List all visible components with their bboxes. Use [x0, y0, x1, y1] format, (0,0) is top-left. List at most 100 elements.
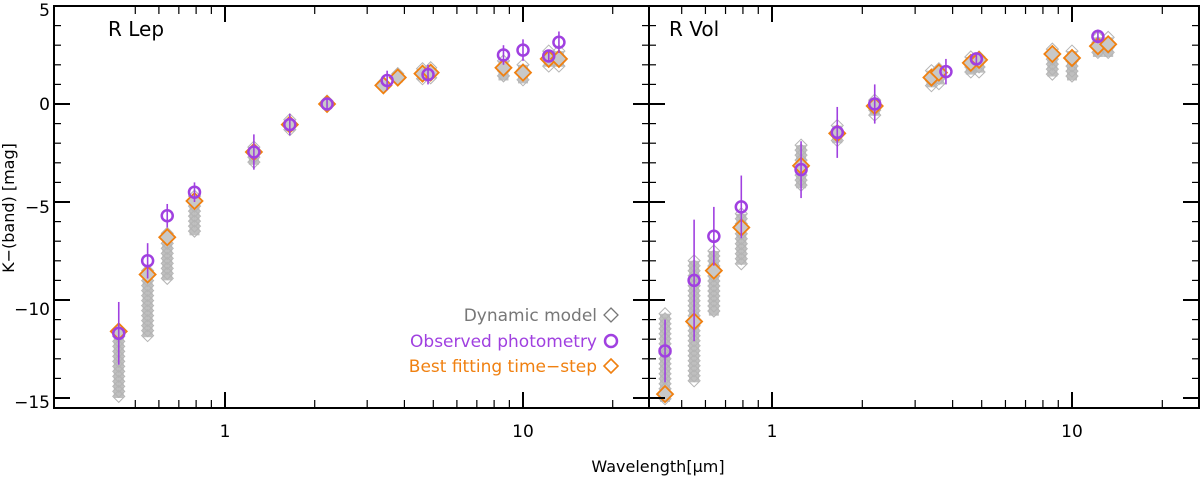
model-marker	[140, 308, 155, 323]
model-marker	[187, 204, 202, 218]
legend-marker-dynamic-model	[603, 307, 619, 323]
observed-marker	[496, 48, 511, 62]
model-marker	[187, 219, 202, 233]
model-marker	[160, 266, 174, 281]
y-axis-title: K−(band) [mag]	[0, 143, 18, 273]
model-marker	[707, 289, 721, 303]
observed-marker	[187, 185, 202, 199]
panel-title-r-lep: R Lep	[108, 17, 164, 41]
model-marker	[734, 232, 748, 246]
model-marker	[1065, 59, 1079, 73]
model-marker	[707, 294, 721, 308]
best-fit-marker	[513, 63, 533, 82]
model-series-r-vol	[658, 30, 1115, 406]
observed-marker	[516, 43, 530, 57]
model-marker	[658, 372, 672, 386]
model-marker	[734, 257, 748, 271]
best-fit-marker	[929, 63, 949, 82]
model-marker	[687, 349, 701, 363]
model-marker	[112, 364, 126, 379]
model-marker	[160, 251, 174, 266]
model-marker	[112, 384, 126, 399]
model-marker	[707, 279, 721, 293]
model-marker	[140, 288, 155, 303]
model-marker	[160, 261, 174, 276]
best-fit-marker	[704, 261, 724, 280]
observed-marker	[1091, 29, 1105, 44]
observed-marker	[939, 64, 953, 79]
axes	[53, 5, 1200, 409]
model-marker	[140, 298, 155, 313]
observed-marker	[707, 229, 721, 244]
model-marker	[1065, 69, 1079, 83]
best-fit-marker	[494, 58, 513, 78]
observed-marker	[421, 67, 435, 82]
model-marker	[187, 214, 202, 228]
observed-series-r-lep	[111, 31, 566, 365]
model-marker	[734, 252, 748, 266]
observed-marker	[140, 254, 155, 268]
panel-title-r-vol: R Vol	[669, 17, 719, 41]
best-fit-series-r-vol	[655, 34, 1118, 404]
model-marker	[140, 313, 155, 328]
model-marker	[112, 354, 126, 369]
model-marker	[707, 304, 721, 318]
model-marker	[140, 283, 155, 298]
model-marker	[140, 278, 155, 293]
model-marker	[734, 247, 748, 261]
y-tick-label-minus10: −10	[14, 300, 50, 320]
model-marker	[734, 237, 748, 251]
legend-label-best-fitting: Best fitting time−step	[409, 357, 597, 377]
model-marker	[1045, 67, 1060, 81]
observed-marker	[160, 208, 174, 223]
observed-series-r-vol	[658, 29, 1105, 383]
model-marker	[972, 65, 986, 79]
observed-marker	[794, 162, 808, 177]
panel-frame-1	[648, 5, 1200, 409]
observed-marker	[658, 344, 672, 358]
best-fit-marker	[1098, 34, 1118, 54]
x-tick-labels: 1 10 1 10	[220, 422, 1083, 442]
model-marker	[160, 241, 174, 256]
observed-marker	[830, 125, 844, 140]
y-tick-label-minus5: −5	[25, 198, 50, 218]
model-marker	[496, 69, 511, 83]
model-marker	[187, 209, 202, 223]
observed-marker	[111, 326, 126, 341]
x-tick-label-1-left: 1	[220, 422, 231, 442]
model-marker	[687, 374, 701, 388]
best-fit-marker	[1043, 44, 1062, 64]
best-fit-marker	[157, 228, 177, 247]
model-marker	[112, 369, 126, 384]
model-marker	[187, 224, 202, 238]
legend: Dynamic model Observed photometry Best f…	[409, 306, 620, 377]
model-marker	[160, 256, 174, 271]
observed-marker	[867, 97, 882, 111]
observed-marker	[552, 35, 566, 50]
model-marker	[687, 369, 701, 383]
y-tick-label-0: 0	[39, 95, 50, 115]
model-marker	[707, 274, 721, 288]
model-marker	[140, 303, 155, 318]
observed-marker	[969, 52, 984, 66]
x-axis-title: Wavelength[μm]	[591, 457, 724, 476]
legend-marker-best-fitting	[602, 357, 620, 375]
panel-r-lep: R Lep	[108, 17, 569, 404]
legend-label-observed: Observed photometry	[410, 332, 597, 352]
observed-marker	[541, 49, 556, 63]
model-marker	[687, 364, 701, 378]
model-marker	[140, 318, 155, 333]
x-tick-label-10-right: 10	[1061, 422, 1083, 442]
model-marker	[1045, 62, 1060, 76]
observed-marker	[320, 97, 334, 111]
model-marker	[734, 242, 748, 256]
x-tick-label-1-right: 1	[767, 422, 778, 442]
model-marker	[707, 284, 721, 298]
observed-marker	[247, 145, 261, 159]
model-marker	[160, 246, 174, 261]
model-marker	[687, 359, 701, 373]
best-fit-series-r-lep	[109, 49, 569, 341]
model-marker	[687, 329, 701, 343]
y-tick-labels: 5 0 −5 −10 −15	[14, 1, 50, 413]
